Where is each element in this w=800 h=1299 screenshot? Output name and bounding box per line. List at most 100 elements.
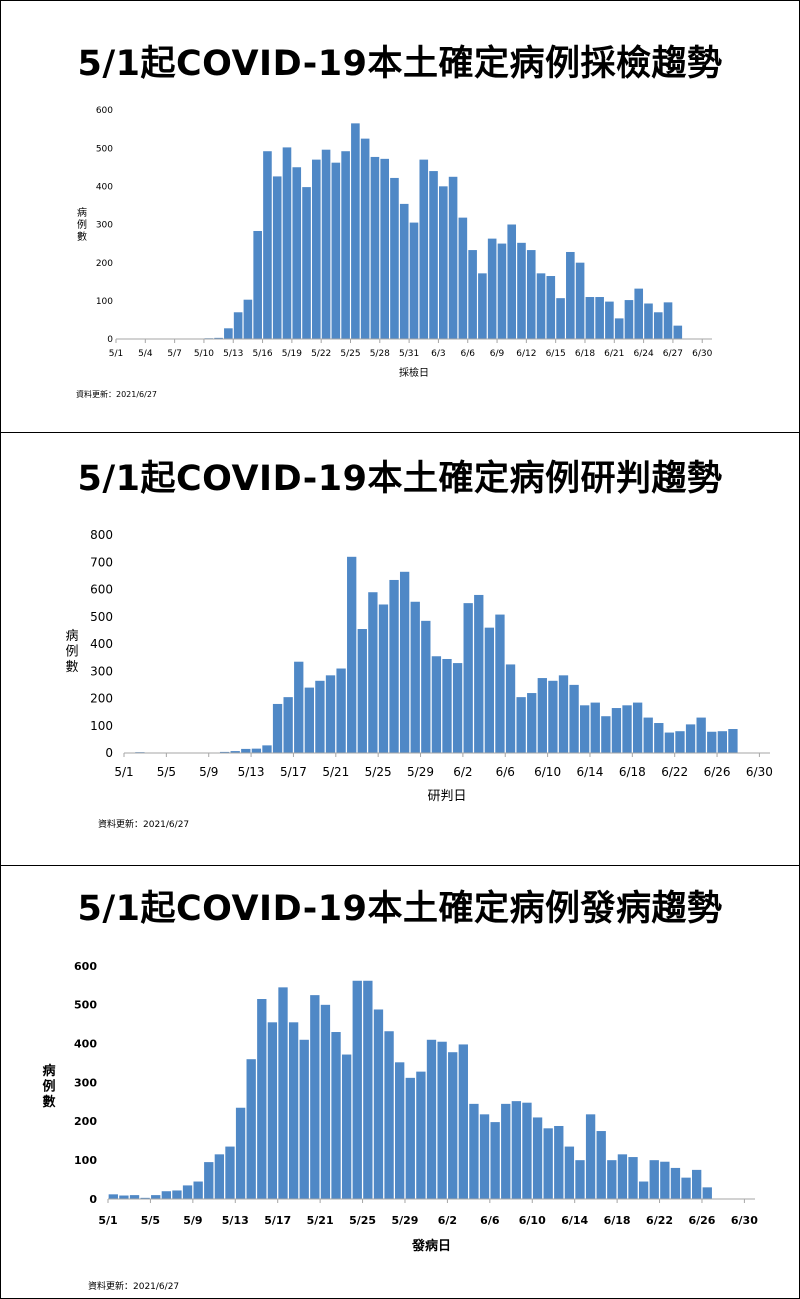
bar-sampling-25 [360, 138, 370, 340]
bar-onset-31 [437, 1041, 447, 1199]
x-axis-label-onset: 發病日 [411, 1238, 451, 1254]
x-tick-sampling-12: 6/6 [460, 349, 475, 359]
x-tick-onset-4: 5/17 [264, 1214, 291, 1227]
bar-onset-8 [193, 1181, 203, 1199]
bar-onset-37 [501, 1103, 511, 1199]
bar-onset-33 [458, 1044, 468, 1199]
y-tick-onset-5: 500 [74, 999, 97, 1012]
bar-diagnosis-45 [601, 716, 611, 753]
x-tick-sampling-11: 6/3 [431, 349, 445, 359]
bar-onset-16 [278, 987, 288, 1199]
bar-sampling-52 [624, 300, 634, 339]
y-tick-diagnosis-5: 500 [90, 610, 113, 624]
bar-diagnosis-22 [357, 629, 367, 753]
bar-sampling-18 [292, 167, 302, 339]
x-tick-onset-1: 5/5 [141, 1214, 160, 1227]
bar-sampling-23 [341, 151, 350, 339]
bar-sampling-40 [507, 224, 517, 339]
bar-onset-46 [596, 1131, 606, 1199]
bar-onset-50 [638, 1181, 649, 1199]
y-tick-onset-6: 600 [74, 960, 97, 973]
bar-diagnosis-52 [675, 731, 685, 753]
y-tick-sampling-0: 0 [107, 335, 113, 345]
bar-onset-34 [469, 1103, 479, 1199]
y-tick-diagnosis-0: 0 [105, 746, 113, 760]
bar-sampling-34 [448, 176, 458, 339]
bar-onset-22 [341, 1054, 352, 1199]
bar-sampling-26 [370, 156, 380, 339]
bar-sampling-55 [653, 312, 663, 339]
x-tick-onset-8: 6/2 [438, 1214, 457, 1227]
x-tick-onset-11: 6/14 [561, 1214, 588, 1227]
bar-diagnosis-46 [611, 708, 622, 753]
x-tick-diagnosis-6: 5/25 [365, 765, 392, 779]
x-tick-sampling-3: 5/10 [194, 349, 214, 359]
x-tick-diagnosis-0: 5/1 [114, 765, 133, 779]
bar-sampling-12 [233, 312, 243, 339]
bar-sampling-10 [214, 337, 223, 339]
bar-diagnosis-17 [304, 687, 314, 753]
bar-diagnosis-25 [389, 579, 399, 753]
bar-sampling-24 [351, 123, 360, 339]
y-tick-onset-4: 400 [74, 1038, 97, 1051]
x-tick-sampling-10: 5/31 [399, 349, 419, 359]
bar-onset-32 [448, 1052, 458, 1199]
x-tick-onset-7: 5/29 [391, 1214, 418, 1227]
x-tick-diagnosis-10: 6/10 [534, 765, 561, 779]
y-tick-onset-1: 100 [74, 1154, 97, 1167]
x-tick-diagnosis-15: 6/30 [746, 765, 773, 779]
x-tick-sampling-7: 5/22 [311, 349, 331, 359]
x-tick-onset-12: 6/18 [604, 1214, 631, 1227]
x-tick-sampling-2: 5/7 [167, 349, 181, 359]
x-tick-diagnosis-4: 5/17 [280, 765, 307, 779]
chart-diagnosis: 0 100 200 300 400 500 600 700 800 5/1 5/5 5/9 5/13 5/… [65, 528, 772, 804]
x-tick-sampling-8: 5/25 [340, 349, 360, 359]
bar-sampling-15 [263, 151, 272, 339]
bar-diagnosis-40 [548, 680, 558, 753]
bar-diagnosis-9 [219, 751, 230, 753]
x-tick-sampling-9: 5/28 [370, 349, 390, 359]
bar-diagnosis-33 [474, 594, 484, 753]
bar-diagnosis-20 [336, 668, 346, 753]
x-tick-onset-5: 5/21 [307, 1214, 334, 1227]
bar-diagnosis-23 [368, 592, 378, 753]
bar-onset-2 [129, 1195, 140, 1199]
bar-sampling-14 [253, 230, 262, 339]
bar-diagnosis-10 [230, 751, 240, 753]
bar-sampling-49 [595, 297, 604, 339]
update-note-onset: 資料更新：2021/6/27 [88, 1282, 180, 1292]
y-axis-label-sampling: 病例數 [77, 206, 87, 243]
x-tick-onset-13: 6/22 [646, 1214, 673, 1227]
bar-onset-28 [405, 1077, 415, 1199]
x-tick-diagnosis-1: 5/5 [157, 765, 176, 779]
y-tick-sampling-5: 500 [96, 144, 113, 154]
x-tick-diagnosis-9: 6/6 [496, 765, 515, 779]
x-tick-onset-14: 6/26 [688, 1214, 715, 1227]
bar-onset-4 [151, 1195, 161, 1199]
x-tick-sampling-20: 6/30 [692, 349, 712, 359]
bar-onset-10 [214, 1154, 225, 1199]
x-tick-diagnosis-12: 6/18 [619, 765, 646, 779]
bar-diagnosis-15 [283, 697, 293, 753]
bar-diagnosis-51 [664, 732, 675, 753]
y-tick-onset-2: 200 [74, 1115, 97, 1128]
x-tick-onset-10: 6/10 [519, 1214, 546, 1227]
x-tick-sampling-1: 5/4 [138, 349, 153, 359]
x-tick-diagnosis-3: 5/13 [238, 765, 265, 779]
bar-diagnosis-35 [495, 614, 505, 753]
bar-diagnosis-34 [484, 627, 495, 753]
y-axis-label-onset: 病例數 [42, 1063, 55, 1110]
x-tick-sampling-18: 6/24 [633, 349, 653, 359]
x-tick-sampling-13: 6/9 [490, 349, 505, 359]
x-tick-onset-6: 5/25 [349, 1214, 376, 1227]
bar-sampling-27 [380, 158, 389, 339]
bar-onset-14 [257, 999, 267, 1199]
chart-title-diagnosis: 5/1起COVID-19本土確定病例研判趨勢 [77, 459, 723, 499]
bar-diagnosis-37 [516, 697, 526, 753]
x-axis-label-sampling: 採檢日 [399, 366, 429, 379]
bar-sampling-37 [478, 273, 487, 339]
y-tick-diagnosis-4: 400 [90, 637, 113, 651]
bar-sampling-28 [390, 177, 399, 339]
bar-sampling-41 [517, 242, 526, 339]
bar-onset-56 [702, 1187, 712, 1199]
